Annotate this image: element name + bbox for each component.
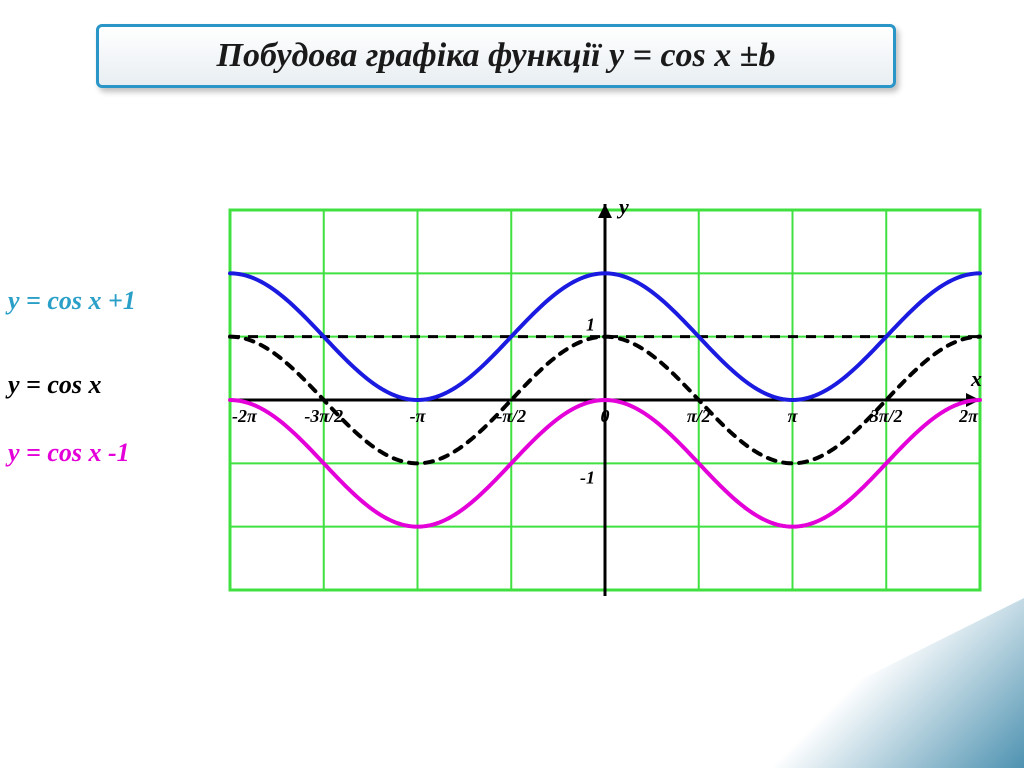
chart-svg: -2π-3π/2-π-π/20π/2π3π/22π-11xy — [210, 190, 1000, 610]
svg-text:x: x — [970, 366, 982, 391]
svg-text:0: 0 — [601, 406, 610, 426]
svg-text:1: 1 — [586, 315, 595, 335]
corner-accent — [684, 598, 1024, 768]
title-box: Побудова графіка функції y = cos x ±b — [96, 24, 896, 88]
legend-base: y = cos x — [8, 370, 102, 400]
chart: -2π-3π/2-π-π/20π/2π3π/22π-11xy — [210, 190, 1000, 610]
svg-text:π: π — [788, 406, 799, 426]
legend-minus1: y = cos x -1 — [8, 438, 130, 468]
svg-text:π/2: π/2 — [687, 406, 711, 426]
svg-text:3π/2: 3π/2 — [869, 406, 903, 426]
svg-text:-π: -π — [410, 406, 427, 426]
svg-text:-1: -1 — [580, 467, 595, 487]
legend-plus1: y = cos x +1 — [8, 286, 136, 316]
svg-text:-3π/2: -3π/2 — [304, 406, 343, 426]
svg-text:-2π: -2π — [232, 406, 258, 426]
page-title: Побудова графіка функції y = cos x ±b — [119, 37, 873, 75]
svg-text:-π/2: -π/2 — [496, 406, 526, 426]
svg-text:2π: 2π — [958, 406, 979, 426]
